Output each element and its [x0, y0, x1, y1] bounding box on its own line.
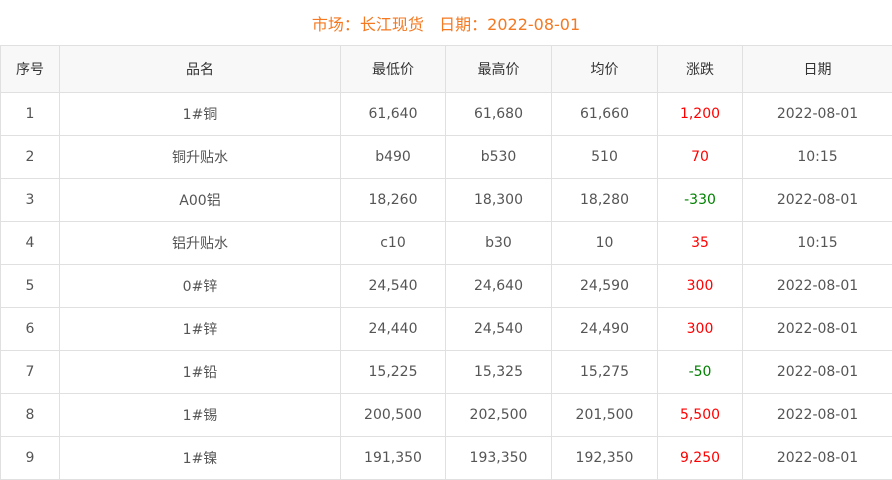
header-high: 最高价 [446, 46, 552, 93]
row-change: 35 [658, 222, 743, 265]
row-date: 2022-08-01 [743, 179, 892, 222]
row-high: b30 [446, 222, 552, 265]
row-no: 6 [1, 308, 60, 351]
row-no: 7 [1, 351, 60, 394]
row-low: 18,260 [341, 179, 446, 222]
date-label: 日期： [439, 15, 487, 34]
row-high: b530 [446, 136, 552, 179]
row-avg: 10 [552, 222, 658, 265]
row-low: 200,500 [341, 394, 446, 437]
row-no: 2 [1, 136, 60, 179]
row-no: 3 [1, 179, 60, 222]
row-low: 24,540 [341, 265, 446, 308]
row-avg: 201,500 [552, 394, 658, 437]
row-high: 24,640 [446, 265, 552, 308]
header-avg: 均价 [552, 46, 658, 93]
row-name: 1#锡 [60, 394, 341, 437]
market-value: 长江现货 [360, 15, 424, 34]
row-low: b490 [341, 136, 446, 179]
row-high: 202,500 [446, 394, 552, 437]
row-low: 191,350 [341, 437, 446, 480]
row-low: c10 [341, 222, 446, 265]
row-high: 15,325 [446, 351, 552, 394]
header-no: 序号 [1, 46, 60, 93]
row-high: 24,540 [446, 308, 552, 351]
row-change: -50 [658, 351, 743, 394]
row-name: 铝升贴水 [60, 222, 341, 265]
date-value: 2022-08-01 [487, 15, 580, 34]
row-name: 1#镍 [60, 437, 341, 480]
row-no: 5 [1, 265, 60, 308]
row-change: 1,200 [658, 93, 743, 136]
row-high: 61,680 [446, 93, 552, 136]
row-high: 193,350 [446, 437, 552, 480]
row-name: A00铝 [60, 179, 341, 222]
header-low: 最低价 [341, 46, 446, 93]
row-date: 10:15 [743, 222, 892, 265]
row-change: 70 [658, 136, 743, 179]
row-change: -330 [658, 179, 743, 222]
row-avg: 510 [552, 136, 658, 179]
row-avg: 24,590 [552, 265, 658, 308]
row-date: 2022-08-01 [743, 308, 892, 351]
row-change: 5,500 [658, 394, 743, 437]
header-date: 日期 [743, 46, 892, 93]
row-date: 10:15 [743, 136, 892, 179]
row-date: 2022-08-01 [743, 437, 892, 480]
row-date: 2022-08-01 [743, 93, 892, 136]
row-name: 1#锌 [60, 308, 341, 351]
row-name: 1#铅 [60, 351, 341, 394]
row-avg: 61,660 [552, 93, 658, 136]
row-avg: 24,490 [552, 308, 658, 351]
row-no: 9 [1, 437, 60, 480]
row-name: 铜升贴水 [60, 136, 341, 179]
row-change: 300 [658, 265, 743, 308]
row-date: 2022-08-01 [743, 394, 892, 437]
market-label: 市场： [312, 15, 360, 34]
row-avg: 18,280 [552, 179, 658, 222]
header-change: 涨跌 [658, 46, 743, 93]
table-header: 序号 品名 最低价 最高价 均价 涨跌 日期 [1, 46, 892, 93]
row-date: 2022-08-01 [743, 351, 892, 394]
row-low: 61,640 [341, 93, 446, 136]
row-name: 0#锌 [60, 265, 341, 308]
row-name: 1#铜 [60, 93, 341, 136]
row-no: 8 [1, 394, 60, 437]
header-name: 品名 [60, 46, 341, 93]
row-no: 4 [1, 222, 60, 265]
row-high: 18,300 [446, 179, 552, 222]
row-avg: 192,350 [552, 437, 658, 480]
row-date: 2022-08-01 [743, 265, 892, 308]
row-low: 24,440 [341, 308, 446, 351]
row-change: 300 [658, 308, 743, 351]
row-no: 1 [1, 93, 60, 136]
page-title: 市场：长江现货 日期：2022-08-01 [0, 0, 892, 45]
row-change: 9,250 [658, 437, 743, 480]
row-low: 15,225 [341, 351, 446, 394]
row-avg: 15,275 [552, 351, 658, 394]
